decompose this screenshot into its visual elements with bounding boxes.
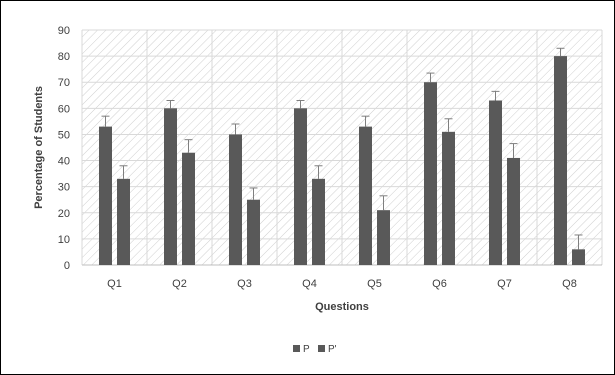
y-tick-label: 20 <box>58 208 70 220</box>
y-tick-label: 30 <box>58 182 70 194</box>
bar-p <box>359 126 372 265</box>
x-tick-label: Q7 <box>497 278 512 290</box>
bar-p-prime <box>247 199 260 265</box>
y-tick-label: 90 <box>58 25 70 37</box>
x-axis-title: Questions <box>315 301 369 313</box>
legend-swatch <box>318 345 325 352</box>
x-tick-label: Q5 <box>367 278 382 290</box>
bar-p-prime <box>572 249 585 265</box>
bar-p <box>164 108 177 265</box>
y-tick-label: 10 <box>58 234 70 246</box>
y-axis-ticks: 0 10 20 30 40 50 60 70 80 90 <box>58 25 70 272</box>
bar-p-prime <box>182 152 195 265</box>
y-tick-label: 60 <box>58 103 70 115</box>
x-axis-ticks: Q1 Q2 Q3 Q4 Q5 Q6 Q7 Q8 <box>107 278 577 290</box>
x-tick-label: Q6 <box>432 278 447 290</box>
bar-p <box>99 126 112 265</box>
bar-p <box>294 108 307 265</box>
bar-p <box>489 100 502 265</box>
bar-p <box>424 82 437 265</box>
bar-p-prime <box>442 131 455 265</box>
x-tick-label: Q8 <box>562 278 577 290</box>
x-tick-label: Q3 <box>237 278 252 290</box>
bar-p-prime <box>507 157 520 265</box>
y-axis-title: Percentage of Students <box>33 86 45 209</box>
y-tick-label: 0 <box>64 260 70 272</box>
bar-p <box>554 56 567 265</box>
x-tick-label: Q4 <box>302 278 317 290</box>
y-tick-label: 50 <box>58 129 70 141</box>
x-tick-label: Q1 <box>107 278 122 290</box>
legend-label: P <box>303 344 310 355</box>
bars <box>99 56 585 265</box>
bar-p-prime <box>117 178 130 265</box>
bar-p-prime <box>377 210 390 265</box>
bar-p <box>229 134 242 265</box>
legend-label: P' <box>328 344 337 355</box>
y-tick-label: 70 <box>58 77 70 89</box>
legend-swatch <box>293 345 300 352</box>
x-tick-label: Q2 <box>172 278 187 290</box>
legend: P P' <box>293 344 337 355</box>
error-bars <box>101 47 583 250</box>
bar-p-prime <box>312 178 325 265</box>
y-tick-label: 40 <box>58 156 70 168</box>
y-tick-label: 80 <box>58 51 70 63</box>
